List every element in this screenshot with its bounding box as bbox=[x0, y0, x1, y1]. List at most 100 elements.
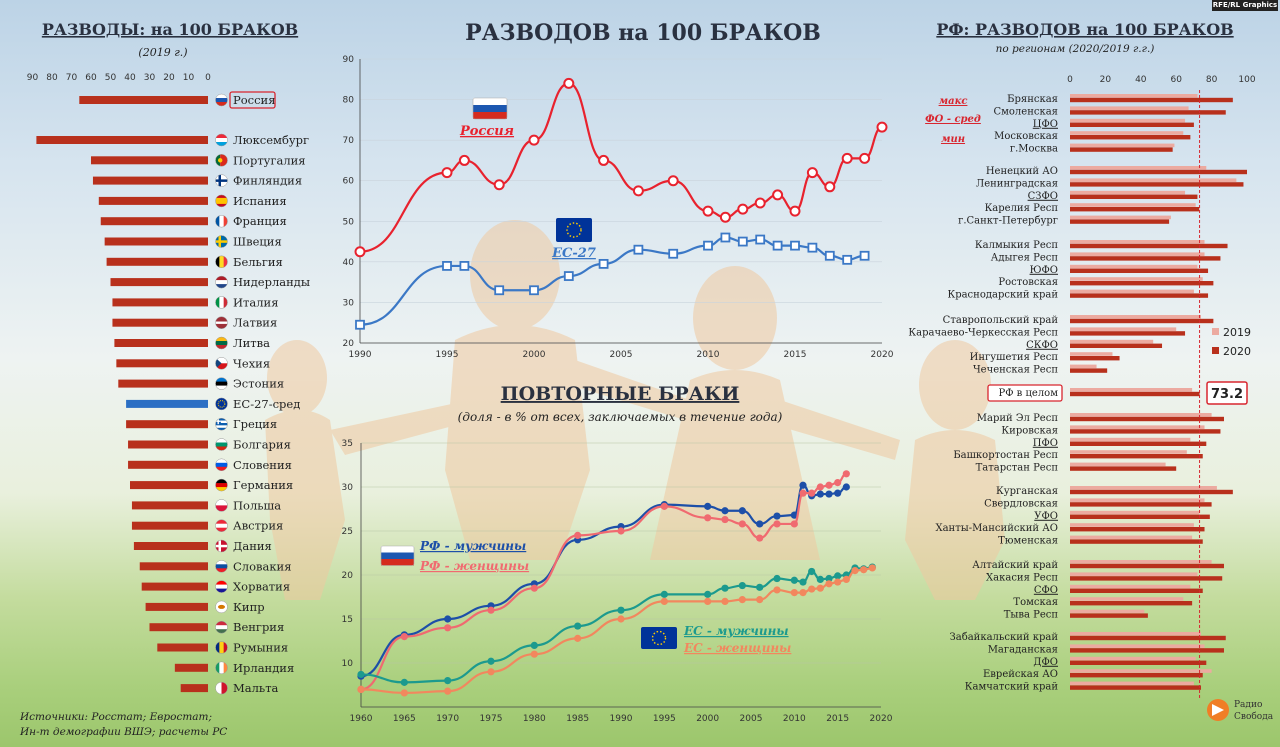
x-tick-label: 2010 bbox=[697, 350, 720, 360]
bar-Хорватия bbox=[141, 582, 208, 591]
data-point bbox=[444, 687, 452, 695]
country-label: Дания bbox=[233, 539, 272, 553]
bar-2019 bbox=[1070, 669, 1212, 673]
bar-Нидерланды bbox=[110, 278, 208, 287]
flag-stripe bbox=[215, 94, 228, 99]
flag-Польша-icon bbox=[215, 499, 228, 512]
flag-stripe bbox=[215, 357, 228, 364]
flag-body bbox=[215, 337, 228, 349]
x-tick-label: 90 bbox=[27, 73, 39, 83]
bar-2019 bbox=[1070, 203, 1196, 207]
flag-Румыния-icon bbox=[215, 641, 228, 654]
data-point bbox=[704, 590, 712, 598]
flag-stripe bbox=[215, 427, 228, 431]
bar-2019 bbox=[1070, 166, 1207, 170]
flag-stripe bbox=[215, 568, 228, 573]
flag-body bbox=[215, 255, 228, 268]
data-point bbox=[400, 678, 408, 686]
flag-stripe bbox=[215, 341, 228, 346]
flag-Кипр-icon bbox=[215, 600, 228, 614]
flag-stripe bbox=[215, 363, 228, 370]
x-tick-label: 0 bbox=[205, 73, 211, 83]
data-point bbox=[459, 261, 470, 271]
legend-ru-women: РФ - женщины bbox=[419, 559, 529, 573]
x-tick-label: 2005 bbox=[610, 350, 633, 360]
region-label: Алтайский край bbox=[972, 560, 1058, 571]
flag-stripe bbox=[215, 621, 228, 626]
region-label: СЗФО bbox=[1028, 191, 1058, 202]
bar-Мальта bbox=[180, 684, 208, 693]
bar-2020 bbox=[1070, 441, 1207, 446]
country-label: Италия bbox=[233, 295, 278, 309]
bar-2020 bbox=[1070, 194, 1198, 199]
radio-svoboda-logo[interactable]: Радио Свобода bbox=[1204, 692, 1276, 728]
bar-2020 bbox=[1070, 588, 1203, 593]
y-tick-label: 60 bbox=[343, 177, 355, 187]
regions-divorce-chart: РФ: РАЗВОДОВ на 100 БРАКОВ по регионам (2… bbox=[908, 20, 1256, 700]
eu-flag-icon bbox=[556, 218, 592, 242]
flag-body bbox=[215, 418, 228, 431]
region-label: Краснодарский край bbox=[947, 290, 1058, 301]
region-label: г.Санкт-Петербург bbox=[958, 216, 1058, 227]
flag-stripe bbox=[223, 661, 228, 674]
bar-2020 bbox=[1070, 502, 1212, 507]
region-label: Магаданская bbox=[988, 644, 1058, 655]
data-point bbox=[617, 606, 625, 614]
data-point bbox=[660, 502, 668, 510]
bar-Италия bbox=[112, 298, 208, 307]
flag-border bbox=[215, 641, 228, 654]
bar-Дания bbox=[133, 542, 208, 550]
bar-2020 bbox=[1070, 281, 1214, 286]
flag-stripe bbox=[215, 284, 228, 289]
bar-2019 bbox=[1070, 339, 1154, 344]
x-tick-label: 60 bbox=[1170, 75, 1182, 85]
country-label: Франция bbox=[233, 214, 287, 228]
bar-Польша bbox=[131, 501, 208, 510]
chart-subtitle: (доля - в % от всех, заключаемых в течен… bbox=[458, 410, 783, 424]
data-point bbox=[755, 234, 766, 245]
country-label: Испания bbox=[233, 194, 287, 208]
flag-stripe bbox=[381, 552, 414, 559]
flag-stripe bbox=[223, 296, 228, 309]
bar-2019 bbox=[1070, 277, 1203, 281]
bar-Германия bbox=[130, 481, 208, 490]
russia-flag-icon bbox=[380, 545, 415, 566]
flag-stripe bbox=[215, 499, 228, 506]
data-point bbox=[834, 479, 842, 487]
flag-body bbox=[215, 94, 228, 106]
country-label: Нидерланды bbox=[233, 275, 310, 289]
bar-Люксембург bbox=[36, 136, 209, 144]
series-line-0 bbox=[359, 82, 883, 253]
bar-Россия bbox=[79, 96, 208, 104]
flag-emblem bbox=[218, 604, 225, 609]
region-label: Ленинградская bbox=[976, 178, 1058, 189]
country-label: Германия bbox=[233, 478, 293, 492]
flag-stripe bbox=[215, 527, 228, 532]
data-point bbox=[487, 668, 495, 676]
data-point bbox=[834, 572, 842, 580]
legend-swatch-2020 bbox=[1212, 347, 1219, 354]
bar-2020 bbox=[1070, 122, 1194, 127]
data-point bbox=[738, 520, 746, 528]
data-point bbox=[824, 250, 835, 261]
x-tick-label: 100 bbox=[1238, 75, 1255, 85]
region-label: Башкортостан Респ bbox=[953, 450, 1058, 461]
flag-Нидерланды-icon bbox=[215, 275, 228, 289]
flag-stripe bbox=[215, 296, 220, 309]
data-point bbox=[704, 597, 712, 606]
region-label: Тыва Респ bbox=[1004, 610, 1059, 621]
flag-border bbox=[215, 93, 228, 107]
y-tick-label: 70 bbox=[343, 136, 355, 146]
bar-2019 bbox=[1070, 572, 1198, 576]
data-point bbox=[842, 254, 853, 265]
country-label: Хорватия bbox=[233, 580, 290, 594]
region-label: Калмыкия Респ bbox=[975, 240, 1058, 251]
data-point bbox=[598, 154, 610, 166]
flag-Греция-icon bbox=[215, 417, 228, 431]
bar-2019 bbox=[1070, 215, 1171, 220]
country-label: Мальта bbox=[233, 681, 279, 695]
sources-line-1: Источники: Росстат; Евростат; bbox=[19, 711, 212, 723]
sources-note: Источники: Росстат; Евростат; Ин-т демог… bbox=[19, 711, 227, 738]
flag-Латвия-icon bbox=[215, 316, 228, 329]
